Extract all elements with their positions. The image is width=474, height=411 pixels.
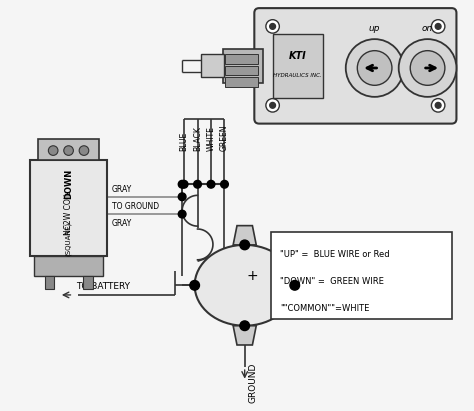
Bar [83, 276, 92, 289]
Bar [34, 256, 103, 276]
FancyBboxPatch shape [255, 8, 456, 124]
Bar [30, 160, 107, 256]
Text: GRAY: GRAY [112, 185, 132, 194]
Circle shape [194, 180, 201, 188]
Text: GRAY: GRAY [112, 219, 132, 228]
Text: +: + [246, 269, 258, 283]
Bar [271, 232, 452, 319]
Circle shape [79, 146, 89, 155]
Circle shape [357, 51, 392, 85]
Bar [45, 276, 54, 289]
Circle shape [178, 210, 186, 218]
Circle shape [410, 51, 445, 85]
Text: ""COMMON""=WHITE: ""COMMON""=WHITE [280, 304, 370, 313]
Circle shape [435, 23, 441, 29]
Circle shape [346, 39, 403, 97]
Text: MOTOR TERMINAL: MOTOR TERMINAL [304, 272, 386, 280]
Circle shape [435, 102, 441, 108]
Text: on: on [422, 24, 433, 33]
Ellipse shape [195, 245, 295, 326]
Text: (SQUARE): (SQUARE) [65, 222, 72, 256]
Circle shape [240, 321, 249, 330]
Circle shape [207, 180, 215, 188]
Circle shape [290, 280, 300, 290]
Circle shape [431, 20, 445, 33]
Text: TO BATTERY: TO BATTERY [76, 282, 130, 291]
Bar [226, 77, 258, 87]
Circle shape [48, 146, 58, 155]
Circle shape [178, 193, 186, 201]
Text: GROUND: GROUND [248, 363, 257, 403]
Circle shape [240, 240, 249, 250]
Circle shape [220, 180, 228, 188]
Bar [201, 54, 225, 77]
Text: GREEN: GREEN [220, 124, 229, 150]
Text: HYDRAULICS INC.: HYDRAULICS INC. [273, 73, 322, 78]
Circle shape [431, 99, 445, 112]
Circle shape [64, 146, 73, 155]
Text: WHITE: WHITE [207, 126, 216, 150]
Polygon shape [233, 226, 256, 245]
Text: "DOWN" =  GREEN WIRE: "DOWN" = GREEN WIRE [280, 277, 384, 286]
Text: up: up [369, 24, 380, 33]
Bar [226, 66, 258, 76]
Text: DOWN: DOWN [64, 169, 73, 199]
Text: TO GROUND: TO GROUND [112, 202, 159, 211]
Text: BLACK: BLACK [193, 126, 202, 150]
Circle shape [270, 102, 275, 108]
Bar [273, 34, 323, 98]
Bar [38, 139, 100, 160]
Circle shape [266, 99, 279, 112]
Circle shape [180, 180, 188, 188]
Circle shape [178, 180, 186, 188]
Text: NC2W COIL: NC2W COIL [64, 192, 73, 235]
Circle shape [190, 280, 200, 290]
Text: BLUE: BLUE [180, 132, 189, 150]
Circle shape [270, 23, 275, 29]
Bar [223, 48, 263, 83]
Circle shape [399, 39, 456, 97]
Text: "UP" =  BLUE WIRE or Red: "UP" = BLUE WIRE or Red [280, 250, 390, 259]
Polygon shape [233, 326, 256, 345]
Circle shape [266, 20, 279, 33]
Text: KTI: KTI [289, 51, 307, 61]
Bar [226, 54, 258, 64]
